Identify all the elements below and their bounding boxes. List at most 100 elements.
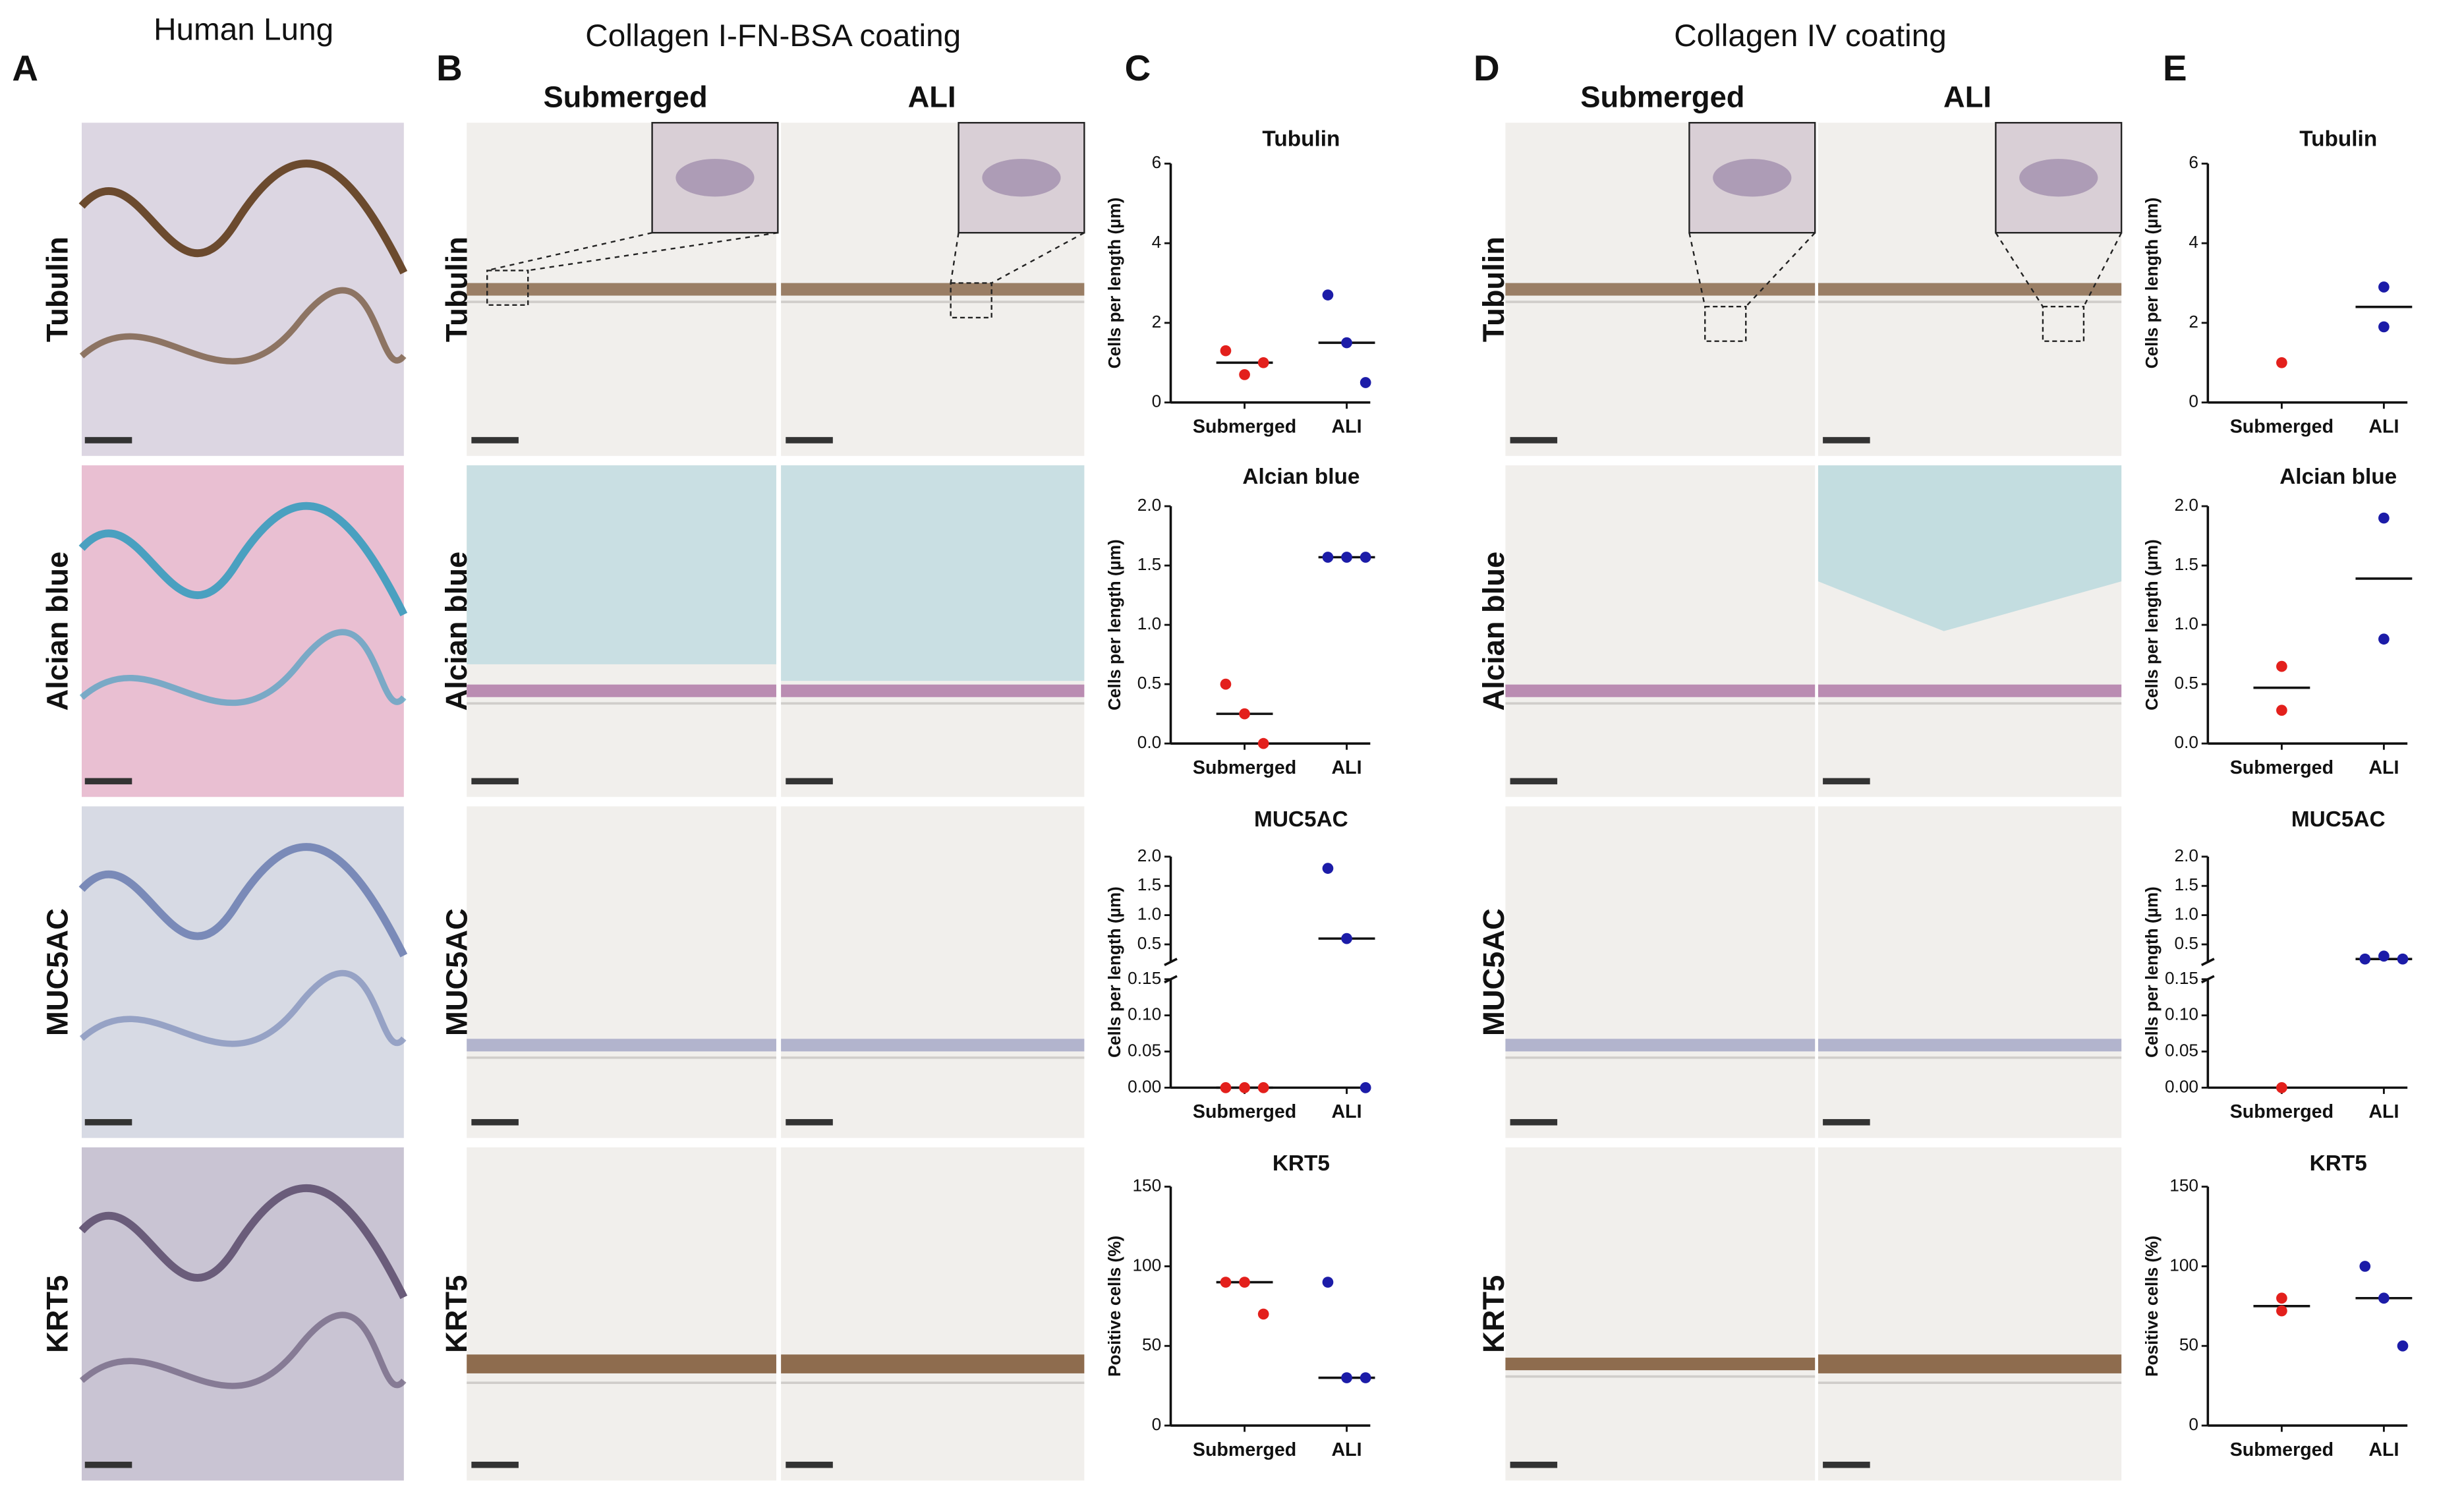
- inset-guide: [1745, 232, 1816, 308]
- cell-layer: [1818, 283, 2122, 296]
- data-point: [2397, 1340, 2409, 1352]
- row-label: Tubulin: [440, 237, 473, 342]
- row-label: KRT5: [1477, 1275, 1510, 1353]
- scale-bar: [84, 1461, 132, 1468]
- y-axis-label: Cells per length (µm): [1104, 886, 1124, 1058]
- micrograph: [1505, 465, 1816, 797]
- tissue-edge: [79, 1311, 407, 1389]
- y-tick-label: 0.15: [1128, 968, 1161, 988]
- cell-layer: [1505, 1358, 1816, 1371]
- row-label: Alcian blue: [41, 552, 74, 711]
- cell-layer: [1818, 1039, 2122, 1052]
- inset-guide: [2082, 232, 2123, 307]
- data-point: [1360, 1082, 1371, 1093]
- row-label: KRT5: [41, 1275, 74, 1353]
- x-tick-label: Submerged: [1193, 416, 1296, 437]
- y-tick-label: 1.5: [2175, 554, 2198, 574]
- tissue-edge: [78, 159, 408, 275]
- y-tick-label: 2.0: [1137, 846, 1161, 865]
- x-tick-label: ALI: [1332, 757, 1362, 778]
- data-point: [2378, 950, 2390, 962]
- y-tick-label: 0.00: [2165, 1076, 2198, 1096]
- inset-cell: [1713, 159, 1792, 197]
- micrograph: [1505, 1147, 1816, 1481]
- cell-layer: [467, 1039, 776, 1052]
- y-tick-label: 1.0: [1137, 904, 1161, 924]
- y-tick-label: 6: [2189, 152, 2198, 172]
- y-tick-label: 0: [1152, 391, 1162, 411]
- scale-bar: [471, 778, 519, 785]
- y-tick-label: 2.0: [2175, 495, 2198, 515]
- data-point: [1322, 863, 1334, 874]
- micrograph: [1818, 1147, 2122, 1481]
- data-point: [1220, 1082, 1232, 1093]
- y-tick-label: 0.5: [1137, 933, 1161, 953]
- x-tick-label: Submerged: [1193, 757, 1296, 778]
- y-tick-label: 0.5: [2175, 933, 2198, 953]
- data-point: [1360, 377, 1371, 388]
- y-tick-label: 0.0: [1137, 732, 1161, 752]
- y-tick-label: 6: [1152, 152, 1162, 172]
- data-point: [2276, 1305, 2287, 1317]
- cell-layer: [467, 283, 776, 296]
- scale-bar: [1510, 778, 1558, 785]
- x-tick-label: Submerged: [2230, 1101, 2334, 1122]
- data-point: [1360, 552, 1371, 563]
- data-point: [2378, 321, 2390, 333]
- data-point: [1220, 678, 1232, 690]
- x-tick-label: ALI: [1332, 416, 1362, 437]
- y-axis-label: Cells per length (µm): [1104, 539, 1124, 710]
- data-point: [1257, 1082, 1269, 1093]
- data-point: [2378, 1292, 2390, 1304]
- y-tick-label: 50: [1142, 1335, 1161, 1354]
- y-axis-label: Cells per length (µm): [2142, 198, 2162, 369]
- y-tick-label: 0.00: [1128, 1076, 1161, 1096]
- cell-layer: [781, 283, 1085, 296]
- chart-title: Tubulin: [1262, 127, 1340, 151]
- chart-title: KRT5: [1273, 1151, 1330, 1176]
- row-label: Alcian blue: [1477, 552, 1510, 711]
- axis-break: [2200, 958, 2215, 966]
- tissue-edge: [79, 629, 407, 706]
- y-tick-label: 100: [2169, 1255, 2198, 1275]
- scale-bar: [1510, 437, 1558, 444]
- scale-bar: [84, 778, 132, 785]
- scale-bar: [1823, 778, 1870, 785]
- micrograph: [467, 806, 776, 1138]
- y-axis-label: Cells per length (µm): [2142, 886, 2162, 1058]
- data-point: [2378, 633, 2390, 645]
- panel-title: Collagen IV coating: [1674, 18, 1947, 53]
- data-point: [1322, 1277, 1334, 1288]
- mucus-layer: [1818, 465, 2122, 631]
- x-tick-label: Submerged: [2230, 416, 2334, 437]
- y-tick-label: 1.0: [2175, 904, 2198, 924]
- data-point: [1220, 345, 1232, 357]
- inset-box: [486, 270, 529, 306]
- mucus-layer: [467, 465, 776, 664]
- scale-bar: [786, 778, 833, 785]
- y-tick-label: 50: [2179, 1335, 2198, 1354]
- panel-title: Human Lung: [154, 13, 333, 47]
- y-tick-label: 2.0: [1137, 495, 1161, 515]
- y-tick-label: 1.0: [1137, 614, 1161, 633]
- micrograph: [1505, 806, 1816, 1138]
- x-tick-label: ALI: [2368, 1439, 2399, 1460]
- data-point: [1220, 1277, 1232, 1288]
- data-point: [1257, 737, 1269, 749]
- data-point: [2276, 1292, 2287, 1304]
- data-point: [1341, 1372, 1352, 1383]
- y-tick-label: 0.5: [2175, 673, 2198, 693]
- data-point: [2359, 1261, 2371, 1272]
- y-axis-label: Cells per length (µm): [1104, 198, 1124, 369]
- inset-cell: [982, 159, 1061, 197]
- y-tick-label: 1.5: [1137, 554, 1161, 574]
- scale-bar: [471, 1119, 519, 1126]
- panel-letter: B: [436, 47, 463, 88]
- x-tick-label: Submerged: [2230, 1439, 2334, 1460]
- x-tick-label: ALI: [2368, 1101, 2399, 1122]
- row-label: MUC5AC: [440, 908, 473, 1036]
- data-point: [1257, 357, 1269, 368]
- inset-guide: [1688, 232, 1706, 307]
- y-tick-label: 2: [1152, 312, 1162, 331]
- micrograph: [81, 806, 404, 1138]
